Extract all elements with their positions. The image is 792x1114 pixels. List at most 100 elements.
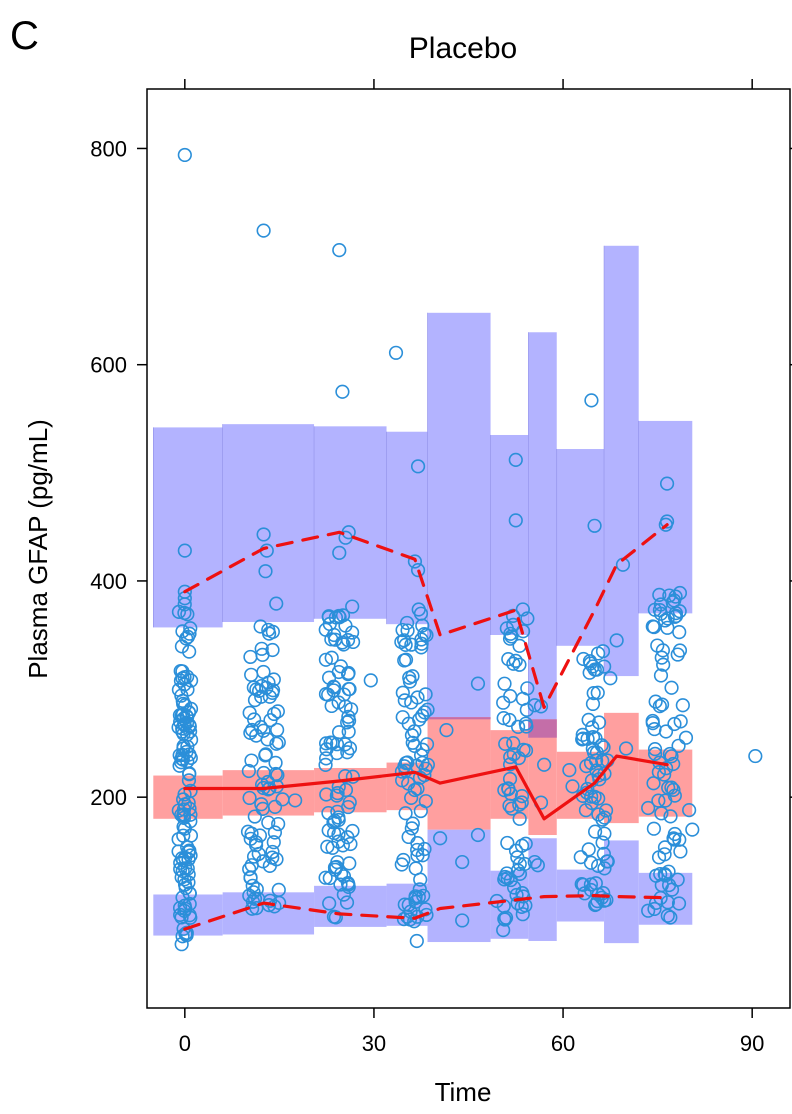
- data-point: [515, 602, 530, 617]
- data-point: [413, 872, 428, 887]
- data-point: [577, 886, 592, 901]
- data-point: [243, 831, 258, 846]
- lower-band-6: [528, 838, 557, 941]
- data-point: [173, 855, 188, 870]
- data-point: [512, 811, 527, 826]
- data-point: [675, 698, 690, 713]
- data-point: [598, 803, 614, 818]
- data-point: [590, 646, 606, 661]
- data-point: [256, 723, 271, 738]
- data-point: [433, 831, 448, 846]
- data-point: [664, 680, 679, 695]
- data-point: [663, 809, 678, 824]
- data-point: [413, 748, 429, 763]
- data-point: [412, 712, 427, 727]
- x-axis-title: Time: [435, 1077, 492, 1107]
- data-point: [562, 763, 577, 778]
- upper-band-6: [528, 332, 557, 738]
- data-point: [183, 621, 198, 636]
- data-point: [179, 925, 194, 940]
- data-point: [262, 689, 277, 704]
- data-point: [340, 745, 355, 760]
- data-point: [342, 856, 357, 871]
- data-point: [252, 828, 268, 843]
- data-point: [506, 656, 521, 671]
- data-point: [588, 897, 603, 913]
- data-point: [587, 518, 602, 533]
- data-point: [394, 857, 409, 872]
- data-point: [179, 708, 194, 723]
- data-point: [183, 673, 199, 688]
- data-point: [333, 877, 348, 892]
- data-point: [407, 554, 423, 569]
- data-point: [502, 712, 517, 728]
- data-point: [242, 705, 257, 720]
- x-tick-label: 30: [362, 1031, 386, 1056]
- y-tick-label: 400: [90, 569, 127, 594]
- data-point: [584, 393, 599, 408]
- data-point: [672, 643, 688, 658]
- data-point: [609, 633, 624, 648]
- data-point: [594, 738, 609, 753]
- data-point: [397, 693, 412, 708]
- data-point: [641, 903, 656, 918]
- data-point: [652, 699, 667, 714]
- data-point: [247, 891, 263, 906]
- data-point: [397, 633, 412, 648]
- data-point: [580, 731, 595, 746]
- data-point: [515, 907, 530, 922]
- data-point: [599, 854, 615, 869]
- data-point: [265, 850, 280, 865]
- data-point: [455, 913, 470, 928]
- data-point: [267, 706, 282, 722]
- data-point: [335, 384, 350, 399]
- data-point: [175, 929, 190, 944]
- data-point: [335, 838, 350, 853]
- data-point: [332, 545, 347, 560]
- data-point: [182, 644, 197, 659]
- y-tick-label: 800: [90, 136, 127, 161]
- data-point: [410, 836, 425, 851]
- data-point: [407, 724, 422, 739]
- data-point: [654, 650, 669, 665]
- band-overlap-upper-6: [528, 719, 557, 738]
- data-point: [597, 810, 612, 825]
- data-point: [748, 748, 763, 764]
- x-tick-label: 90: [740, 1031, 764, 1056]
- data-point: [498, 736, 513, 751]
- data-point: [327, 860, 343, 875]
- data-point: [249, 901, 264, 916]
- data-point: [180, 629, 196, 644]
- median-band-8: [604, 712, 639, 824]
- data-point: [341, 724, 356, 739]
- data-point: [597, 659, 612, 674]
- data-point: [342, 795, 357, 810]
- data-point: [410, 563, 426, 578]
- data-point: [399, 615, 415, 631]
- data-point: [641, 800, 656, 816]
- data-point: [271, 735, 286, 750]
- percentile-line-2: [183, 894, 669, 931]
- data-point: [247, 809, 262, 824]
- x-axis: 0 30 60 90: [179, 79, 764, 1056]
- data-point: [595, 835, 610, 850]
- data-point: [321, 610, 336, 625]
- data-point: [497, 676, 512, 691]
- data-point: [241, 763, 256, 779]
- data-point: [398, 806, 413, 821]
- data-point: [596, 740, 611, 755]
- data-point: [400, 623, 415, 638]
- data-point: [508, 513, 523, 528]
- data-point: [417, 626, 432, 642]
- data-point: [652, 587, 667, 602]
- data-point: [585, 696, 601, 712]
- data-point: [591, 858, 606, 873]
- percentile-line-0: [183, 754, 669, 821]
- data-point: [581, 842, 596, 857]
- data-point: [267, 825, 283, 840]
- upper-band-7: [556, 449, 605, 646]
- data-point: [388, 345, 404, 360]
- data-point: [418, 687, 433, 702]
- data-point: [319, 736, 334, 751]
- data-point: [659, 476, 675, 491]
